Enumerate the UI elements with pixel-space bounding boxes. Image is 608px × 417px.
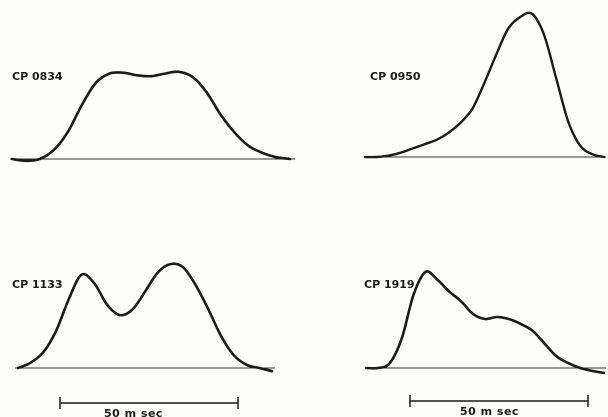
scale-bar-label: 50 m sec <box>104 407 163 417</box>
trace-cp0950 <box>363 11 606 159</box>
trace-cp1919 <box>364 270 606 375</box>
trace-cp1133 <box>16 262 274 373</box>
label-cp1919: CP 1919 <box>364 278 415 291</box>
label-cp1133: CP 1133 <box>12 278 63 291</box>
panel-cp1133: CP 1133 <box>12 262 275 373</box>
panel-cp0950: CP 0950 <box>363 11 606 159</box>
label-cp0950: CP 0950 <box>370 70 421 83</box>
trace-cp0834 <box>10 70 292 163</box>
panel-cp1919: CP 1919 <box>364 270 606 375</box>
panel-cp0834: CP 0834 <box>10 70 295 163</box>
scale-bar-left: 50 m sec <box>59 397 239 417</box>
label-cp0834: CP 0834 <box>12 70 63 83</box>
scale-bar-label: 50 m sec <box>460 405 519 417</box>
scale-bar-right: 50 m sec <box>409 395 589 417</box>
